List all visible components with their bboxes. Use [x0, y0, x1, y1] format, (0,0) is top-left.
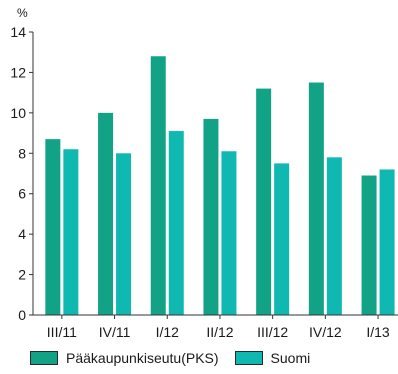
- x-tick-label: III/12: [257, 324, 288, 340]
- x-tick-label: IV/11: [99, 324, 131, 340]
- bar-suomi: [168, 131, 184, 315]
- bar-pks: [256, 88, 272, 315]
- legend-label-suomi: Suomi: [270, 350, 311, 366]
- bar-pks: [203, 118, 219, 316]
- x-axis: III/11 IV/11 I/12 II/12 III/12 IV/12 I/13: [33, 314, 398, 340]
- bar-suomi: [326, 157, 342, 315]
- y-tick-label: 12: [10, 64, 26, 80]
- bar-pks: [150, 56, 166, 315]
- legend: Pääkaupunkiseutu(PKS) Suomi: [30, 350, 326, 366]
- y-tick-label: 8: [18, 145, 26, 161]
- y-tick-label: 4: [18, 226, 26, 242]
- bar-suomi: [116, 153, 132, 315]
- bars: [45, 56, 395, 316]
- x-tick-label: III/11: [47, 324, 77, 340]
- x-tick-label: I/12: [156, 324, 180, 340]
- y-tick-label: 6: [18, 186, 26, 202]
- x-tick-label: II/12: [206, 324, 233, 340]
- bar-pks: [308, 82, 324, 316]
- bar-pks: [98, 112, 114, 315]
- legend-item-suomi: Suomi: [234, 350, 311, 366]
- bar-pks: [361, 175, 377, 315]
- bar-suomi: [379, 169, 395, 315]
- bar-suomi: [274, 163, 290, 315]
- legend-item-pks: Pääkaupunkiseutu(PKS): [30, 350, 219, 366]
- y-tick-label: 10: [10, 105, 26, 121]
- x-tick-label: I/13: [366, 324, 390, 340]
- legend-label-pks: Pääkaupunkiseutu(PKS): [66, 350, 219, 366]
- y-tick-label: 2: [18, 267, 26, 283]
- y-tick-label: 0: [18, 307, 26, 323]
- bar-suomi: [63, 149, 79, 315]
- x-tick-label: IV/12: [309, 324, 342, 340]
- legend-swatch-suomi: [234, 351, 263, 365]
- y-axis-unit-label: %: [17, 6, 28, 20]
- y-axis: 0 2 4 6 8 10 12 14: [10, 24, 34, 323]
- bar-pks: [45, 139, 61, 315]
- y-tick-label: 14: [10, 24, 26, 40]
- legend-swatch-pks: [30, 351, 58, 365]
- bar-suomi: [221, 151, 237, 315]
